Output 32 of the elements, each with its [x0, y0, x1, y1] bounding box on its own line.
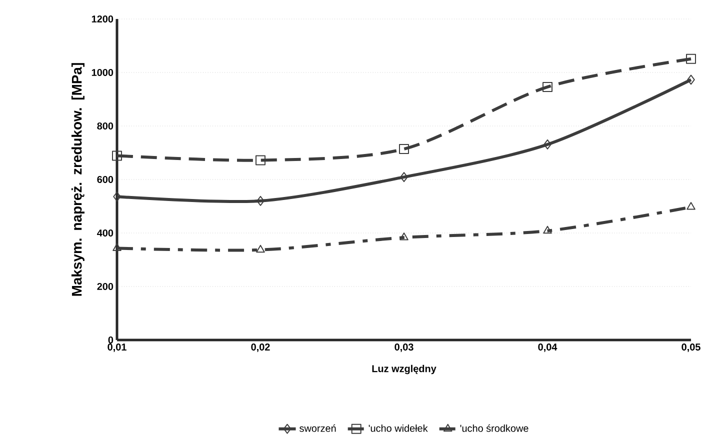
legend-label: sworzeń: [300, 424, 336, 432]
point: [112, 150, 122, 161]
y-tick-label: 0: [108, 336, 114, 344]
x-tick-label: 0,01: [108, 344, 126, 352]
point: [113, 192, 121, 202]
x-axis-title: Luz względny: [372, 364, 436, 374]
x-tick-label: 0,02: [251, 344, 270, 352]
point: [256, 155, 266, 166]
point: [543, 226, 552, 234]
y-tick-label: 1200: [92, 15, 114, 23]
legend-label: 'ucho środkowe: [460, 424, 528, 432]
x-tick-label: 0,04: [538, 344, 558, 352]
y-tick-label: 600: [97, 176, 114, 184]
point: [542, 82, 553, 92]
y-tick-label: 800: [97, 122, 114, 130]
y-tick-label: 400: [97, 229, 114, 237]
point: [400, 232, 408, 240]
point: [399, 144, 410, 154]
x-tick-label: 0,03: [394, 344, 414, 352]
point: [112, 243, 122, 251]
point: [686, 54, 696, 64]
point: [400, 172, 408, 182]
y-tick-label: 200: [97, 282, 114, 290]
point: [686, 202, 696, 210]
y-axis-title: Maksym. napręż. zredukow. [MPa]: [71, 63, 84, 296]
point: [256, 244, 265, 253]
y-tick-label: 1000: [92, 68, 114, 76]
point: [687, 74, 695, 85]
point: [544, 139, 552, 150]
legend-label: 'ucho widełek: [368, 424, 428, 432]
point: [256, 196, 264, 206]
x-tick-label: 0,05: [682, 344, 700, 352]
